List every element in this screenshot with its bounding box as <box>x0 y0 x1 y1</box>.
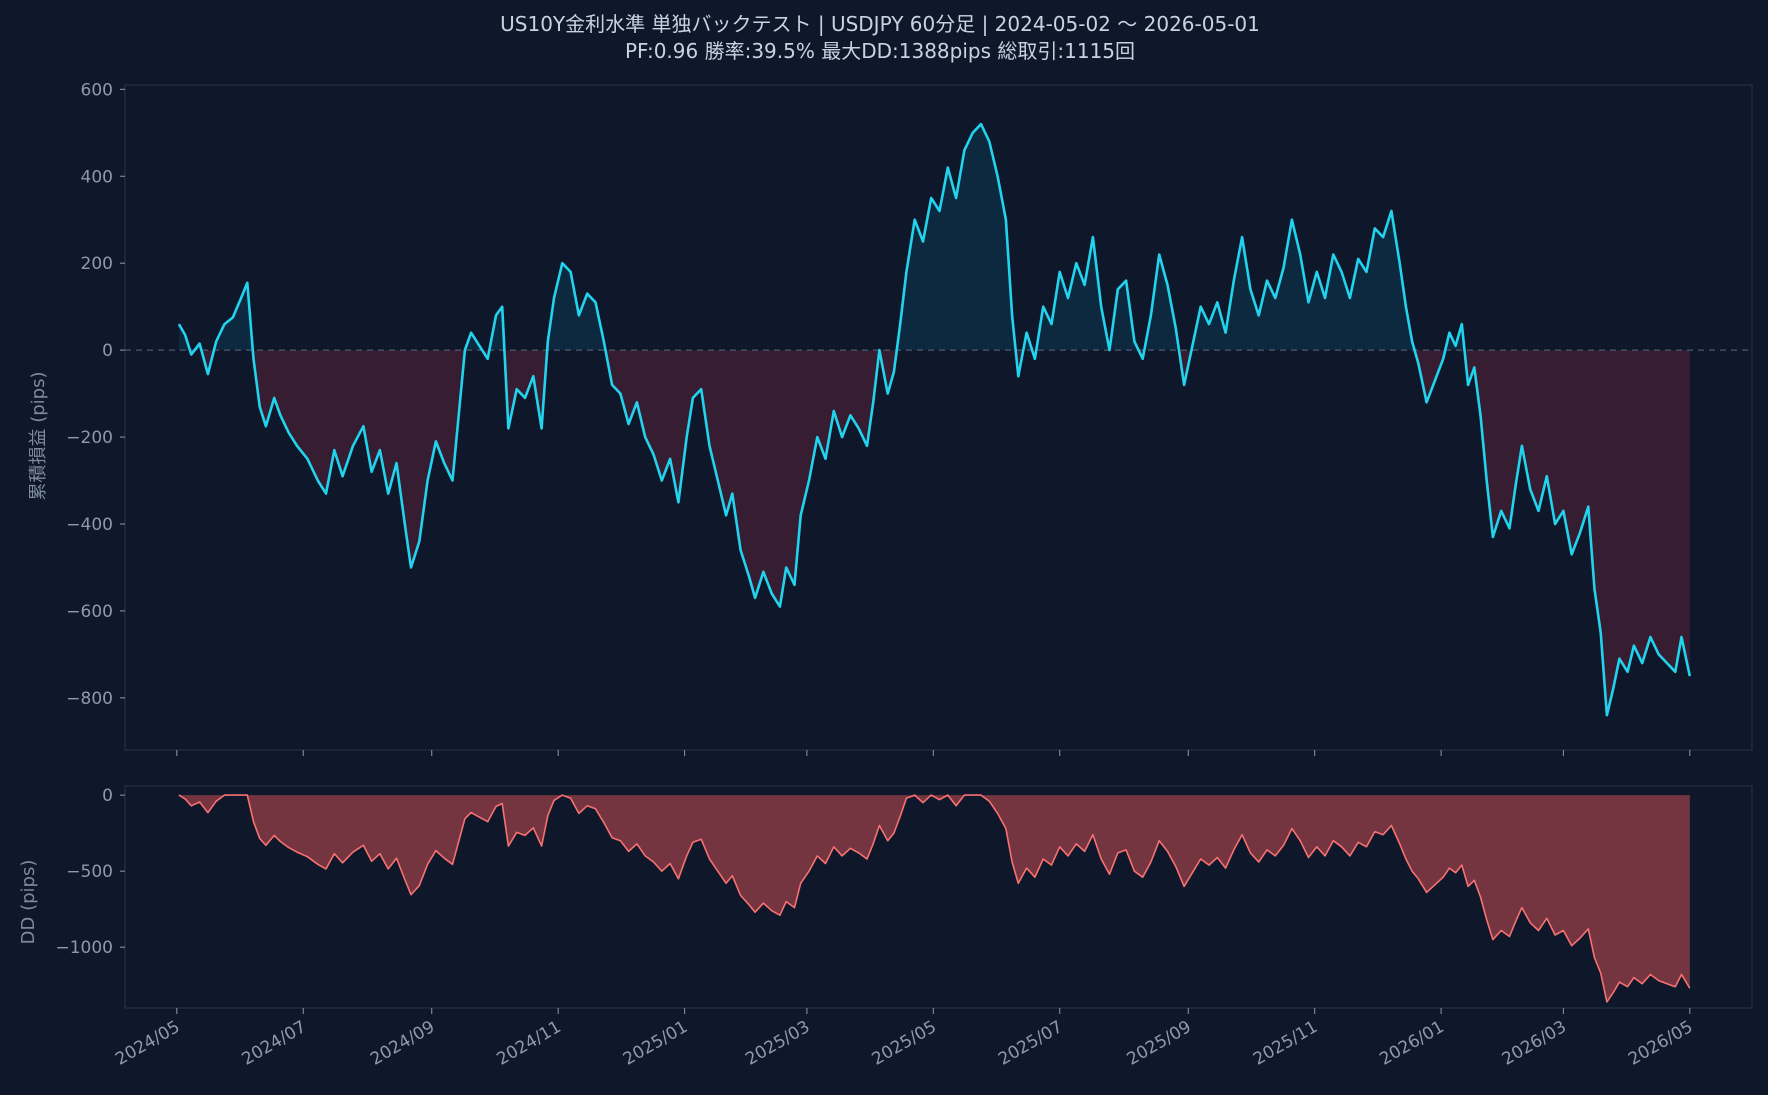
drawdown-line <box>178 794 1691 1003</box>
x-tick-label: 2024/09 <box>367 1017 438 1070</box>
equity-y-tick-label: 400 <box>81 167 113 187</box>
x-tick-label: 2026/01 <box>1376 1017 1447 1070</box>
equity-y-tick-label: −200 <box>66 428 113 448</box>
equity-y-tick-label: 600 <box>81 80 113 100</box>
equity-y-tick-label: 0 <box>102 341 113 361</box>
chart-title: US10Y金利水準 単独バックテスト | USDJPY 60分足 | 2024-… <box>500 12 1260 36</box>
chart-subtitle: PF:0.96 勝率:39.5% 最大DD:1388pips 総取引:1115回 <box>625 39 1135 63</box>
equity-y-axis-title: 累積損益 (pips) <box>28 372 49 501</box>
equity-panel: 600 400 200 0 −200 −400 −600 −800 <box>66 80 1753 756</box>
equity-y-tick-label: 200 <box>81 254 113 274</box>
x-tick-label: 2025/11 <box>1250 1017 1321 1070</box>
dd-plot-frame <box>124 785 1753 1009</box>
x-tick-label: 2024/05 <box>112 1017 183 1070</box>
x-tick-label: 2026/05 <box>1625 1017 1696 1070</box>
dd-y-tick-label: −500 <box>66 862 113 882</box>
equity-y-tick-label: −800 <box>66 689 113 709</box>
equity-y-tick-label: −400 <box>66 515 113 535</box>
equity-negative-area <box>189 350 1690 716</box>
equity-plot-frame <box>124 84 1753 751</box>
x-tick-label: 2025/07 <box>995 1017 1066 1070</box>
dd-y-tick-label: 0 <box>102 786 113 806</box>
x-tick-label: 2026/03 <box>1499 1017 1570 1070</box>
drawdown-panel: 0 −500 −1000 2024/05 2024/07 2024/09 2024/11 20… <box>55 785 1753 1070</box>
dd-y-tick-label: −1000 <box>55 938 113 958</box>
x-tick-label: 2025/01 <box>620 1017 691 1070</box>
x-tick-label: 2024/11 <box>494 1017 565 1070</box>
x-tick-label: 2025/09 <box>1124 1017 1195 1070</box>
equity-line <box>177 122 1692 717</box>
x-tick-label: 2024/07 <box>239 1017 310 1070</box>
equity-y-tick-label: −600 <box>66 602 113 622</box>
dd-y-axis-title: DD (pips) <box>18 860 39 945</box>
drawdown-area <box>178 795 1690 1002</box>
x-tick-label: 2025/05 <box>869 1017 940 1070</box>
x-tick-label: 2025/03 <box>742 1017 813 1070</box>
